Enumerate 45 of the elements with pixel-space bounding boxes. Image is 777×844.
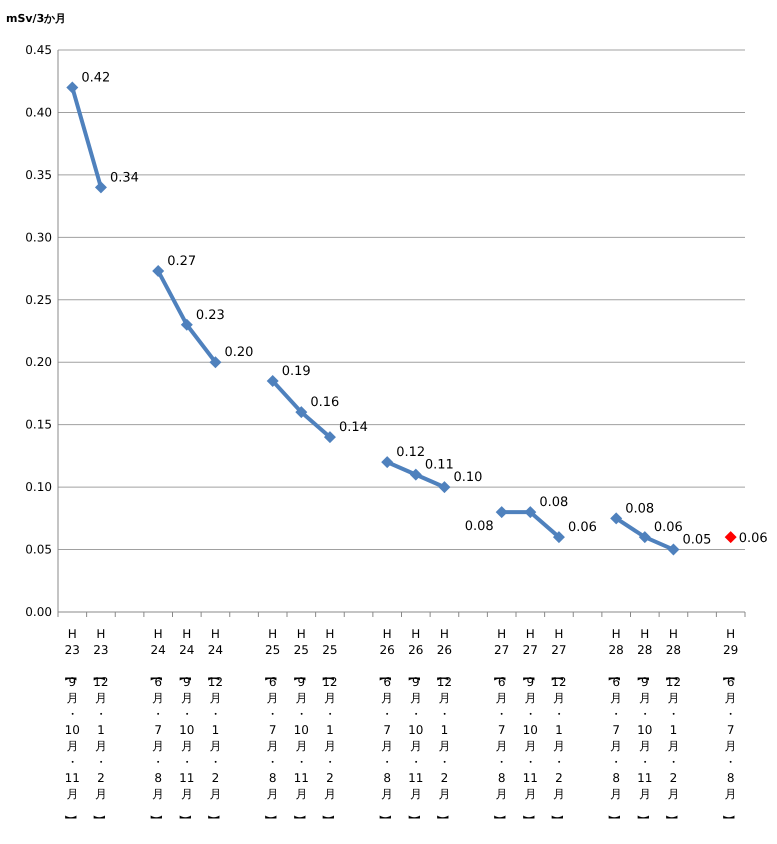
point [324,431,336,444]
data-label: 0.08 [625,501,654,516]
point [667,544,680,556]
y-tick-label: 0.30 [25,230,52,244]
point [610,512,622,524]
y-tick-label: 0.00 [25,605,52,619]
data-label: 0.27 [167,254,196,270]
data-label: 0.06 [568,520,597,536]
y-tick-label: 0.05 [25,542,52,557]
point [295,406,308,418]
y-tick-label: 0.25 [25,292,52,307]
point [266,374,279,387]
point [552,531,565,544]
point [381,456,394,468]
point [724,531,737,544]
data-label: 0.06 [654,520,683,536]
data-label: 0.12 [396,445,426,460]
point [152,265,164,278]
data-label: 0.16 [310,395,340,410]
point [438,481,450,494]
point [638,531,651,544]
data-label: 0.08 [539,495,568,510]
y-tick-label: 0.35 [25,168,52,182]
data-label: 0.11 [424,458,454,473]
data-label: 0.06 [738,531,768,546]
data-label: 0.14 [338,420,368,436]
point [410,468,422,481]
y-tick-label: 0.40 [25,105,52,120]
point [94,181,107,194]
data-label: 0.42 [81,70,110,86]
data-label: 0.10 [453,470,482,486]
y-axis-title: mSv/3か月 [6,12,66,25]
y-tick-label: 0.45 [25,43,52,57]
data-label: 0.19 [282,364,311,379]
data-label: 0.05 [682,532,712,548]
data-label: 0.20 [224,345,254,360]
point [209,356,222,368]
point [66,81,78,94]
y-tick-label: 0.15 [25,418,52,432]
y-tick-label: 0.10 [25,480,52,494]
point [180,318,193,331]
data-label: 0.23 [196,308,225,323]
data-label: 0.34 [110,170,139,186]
data-label: 0.08 [464,519,494,534]
y-tick-label: 0.20 [25,355,52,370]
